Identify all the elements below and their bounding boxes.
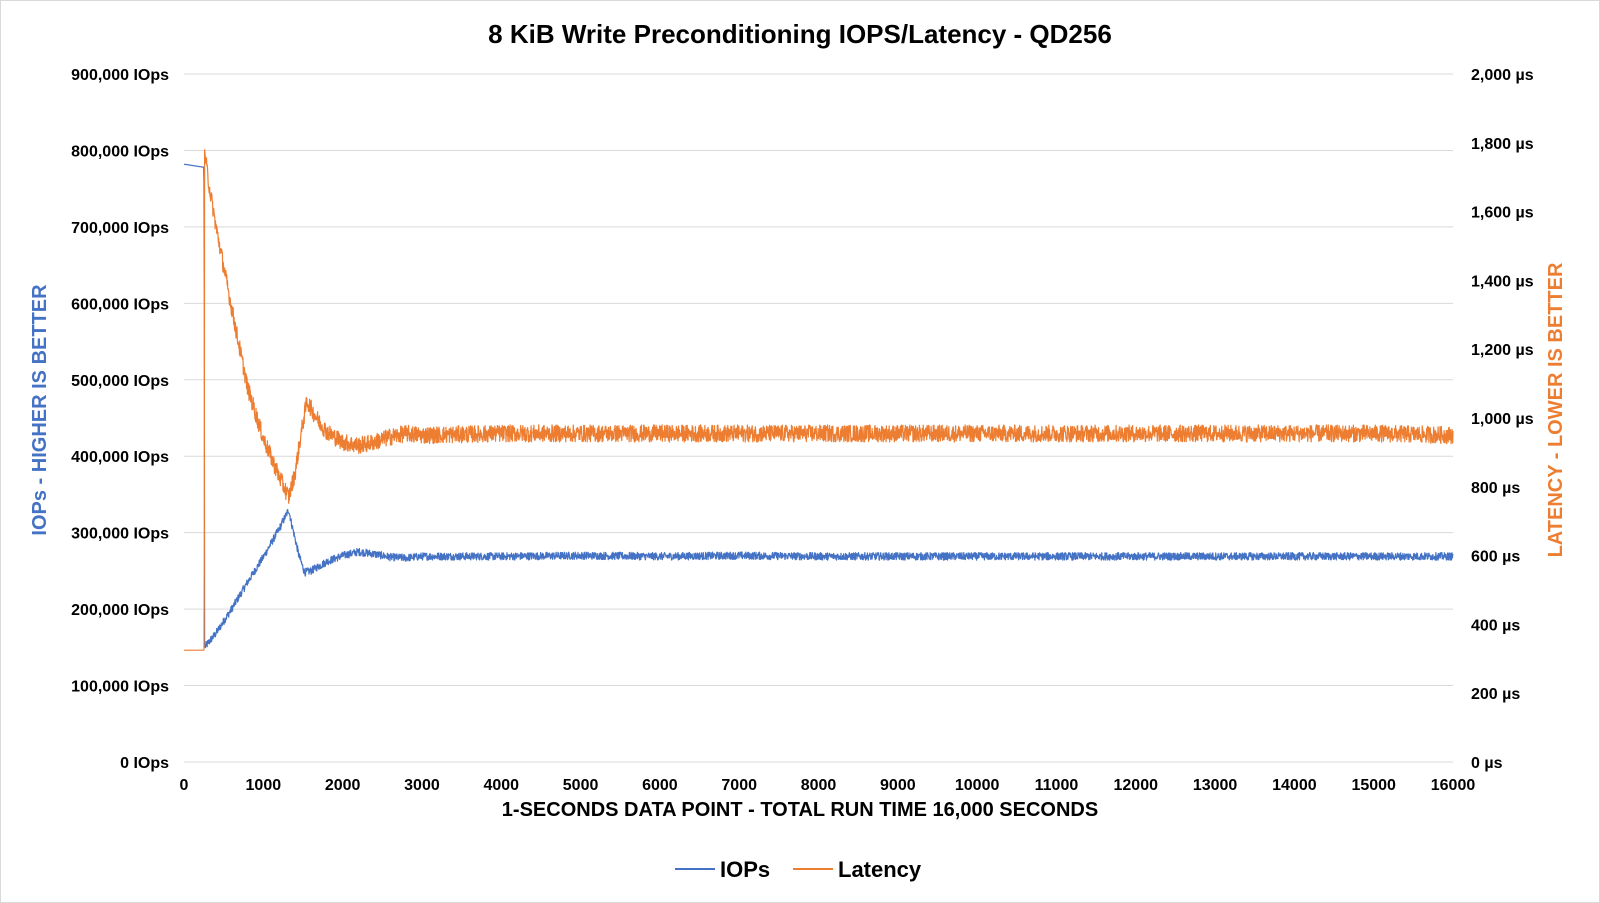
y-left-tick-label: 400,000 IOps [71,449,169,466]
y-left-tick-label: 200,000 IOps [71,602,169,619]
tick-labels: 0 IOps 100,000 IOps 200,000 IOps 300,000 IO… [71,67,1534,794]
x-tick-label: 3000 [404,777,440,794]
x-tick-label: 2000 [325,777,361,794]
y-left-tick-label: 100,000 IOps [71,679,169,696]
y-left-tick-label: 800,000 IOps [71,143,169,160]
y-right-tick-label: 1,800 µs [1471,136,1534,153]
legend-latency-label: Latency [838,857,922,882]
x-tick-label: 14000 [1272,777,1317,794]
x-tick-label: 12000 [1114,777,1159,794]
x-tick-label: 13000 [1193,777,1238,794]
y-right-tick-label: 1,600 µs [1471,205,1534,222]
x-tick-label: 15000 [1351,777,1396,794]
gridlines [184,73,1453,763]
x-tick-label: 7000 [721,777,757,794]
x-tick-label: 4000 [483,777,519,794]
y-right-tick-label: 400 µs [1471,617,1520,634]
y-right-tick-label: 1,200 µs [1471,342,1534,359]
x-tick-label: 0 [180,777,189,794]
y-left-tick-label: 500,000 IOps [71,373,169,390]
series-line-latency [183,149,1454,651]
x-axis-title: 1-SECONDS DATA POINT - TOTAL RUN TIME 16… [502,799,1098,821]
y-axis-right-title: LATENCY - LOWER IS BETTER [1545,262,1567,557]
x-tick-label: 6000 [642,777,678,794]
y-right-tick-label: 800 µs [1471,480,1520,497]
x-tick-label: 1000 [246,777,282,794]
y-right-tick-label: 0 µs [1471,755,1503,772]
y-left-tick-label: 600,000 IOps [71,296,169,313]
x-tick-label: 5000 [563,777,599,794]
series-line-iops [183,163,1454,649]
x-tick-label: 8000 [801,777,837,794]
y-right-tick-label: 200 µs [1471,686,1520,703]
y-left-tick-label: 300,000 IOps [71,526,169,543]
x-tick-label: 16000 [1431,777,1476,794]
y-left-tick-label: 900,000 IOps [71,67,169,84]
x-tick-label: 11000 [1035,777,1079,794]
chart-title: 8 KiB Write Preconditioning IOPS/Latency… [488,19,1112,49]
x-tick-label: 9000 [880,777,916,794]
plot-area [183,149,1454,651]
y-right-tick-label: 1,400 µs [1471,273,1534,290]
legend-iops-label: IOPs [720,857,770,882]
y-left-tick-label: 0 IOps [120,755,169,772]
legend: IOPs Latency [675,857,922,882]
y-right-tick-label: 1,000 µs [1471,411,1534,428]
x-tick-label: 10000 [955,777,1000,794]
y-left-tick-label: 700,000 IOps [71,220,169,237]
y-axis-left-title: IOPs - HIGHER IS BETTER [29,284,51,536]
y-right-tick-label: 2,000 µs [1471,67,1534,84]
y-right-tick-label: 600 µs [1471,549,1520,566]
